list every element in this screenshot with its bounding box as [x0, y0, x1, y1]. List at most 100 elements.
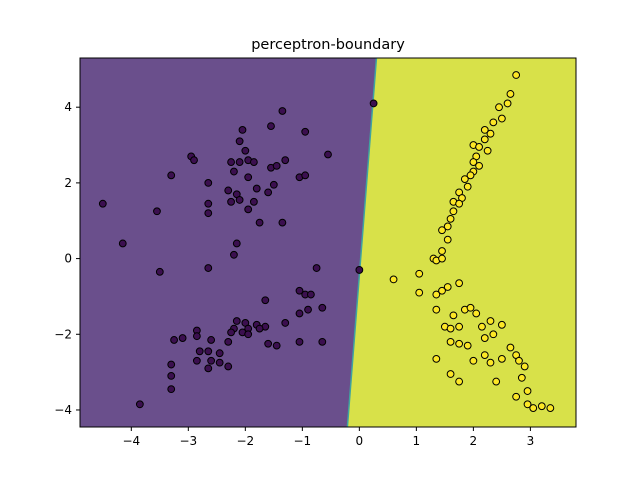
- data-point-class-0: [153, 207, 161, 216]
- data-point-class-0: [235, 196, 244, 204]
- data-point-class-0: [369, 99, 378, 108]
- data-point-class-0: [167, 360, 176, 369]
- data-point-class-1: [523, 400, 532, 409]
- data-point-class-1: [455, 339, 464, 348]
- data-point-class-1: [480, 135, 489, 144]
- data-point-class-1: [483, 146, 492, 155]
- y-tick-label: 2: [64, 176, 72, 190]
- data-point-class-1: [446, 337, 455, 346]
- data-point-class-0: [230, 167, 238, 176]
- data-point-class-0: [324, 150, 332, 159]
- data-point-class-0: [255, 324, 264, 333]
- data-point-class-1: [512, 392, 521, 401]
- data-point-class-1: [546, 404, 555, 412]
- x-tick-label: 2: [470, 434, 478, 448]
- data-point-class-0: [167, 171, 176, 180]
- data-point-class-0: [227, 158, 235, 166]
- data-point-class-1: [449, 311, 458, 320]
- y-tick-label: −4: [54, 403, 72, 417]
- data-point-class-0: [232, 239, 241, 248]
- data-point-class-0: [295, 309, 304, 318]
- data-point-class-0: [272, 161, 281, 170]
- data-point-class-0: [295, 337, 304, 346]
- data-point-class-0: [167, 372, 176, 380]
- data-point-class-1: [495, 103, 503, 112]
- data-point-class-0: [261, 296, 270, 305]
- chart-title: perceptron-boundary: [251, 37, 405, 53]
- data-point-class-0: [230, 250, 238, 259]
- data-point-class-1: [523, 387, 532, 395]
- data-point-class-1: [455, 322, 464, 331]
- data-point-class-1: [389, 275, 398, 284]
- data-point-class-1: [486, 129, 495, 138]
- y-tick-label: −2: [54, 327, 72, 341]
- data-point-class-0: [98, 199, 107, 208]
- y-tick-label: 0: [64, 252, 72, 266]
- data-point-class-1: [515, 356, 523, 365]
- data-point-class-1: [463, 341, 472, 350]
- x-tick-label: −4: [122, 434, 140, 448]
- data-point-class-1: [486, 317, 495, 325]
- data-point-class-0: [224, 337, 233, 346]
- x-tick-label: 3: [527, 434, 535, 448]
- x-tick-label: 1: [413, 434, 421, 448]
- data-point-class-0: [272, 341, 281, 350]
- data-point-class-0: [227, 328, 235, 337]
- data-point-class-0: [178, 334, 187, 342]
- data-point-class-0: [204, 264, 213, 272]
- data-point-class-1: [455, 199, 464, 208]
- data-point-class-1: [503, 99, 512, 108]
- x-tick-label: −2: [236, 434, 254, 448]
- data-point-class-0: [215, 349, 224, 358]
- x-tick-label: −3: [179, 434, 197, 448]
- data-point-class-0: [249, 197, 258, 206]
- plot-frame: [79, 57, 577, 428]
- x-tick-label: 0: [356, 434, 364, 448]
- data-point-class-0: [238, 126, 247, 134]
- data-point-class-0: [304, 305, 312, 314]
- data-point-class-0: [192, 332, 201, 341]
- data-point-class-1: [443, 235, 452, 244]
- data-point-class-1: [506, 90, 515, 98]
- data-point-class-0: [301, 171, 310, 180]
- data-point-class-1: [512, 71, 521, 79]
- data-point-class-1: [472, 309, 481, 318]
- data-point-class-0: [264, 188, 273, 197]
- decision-region-class-1: [347, 58, 576, 427]
- data-point-class-1: [492, 377, 501, 386]
- data-point-class-0: [204, 178, 213, 187]
- data-point-class-0: [312, 264, 321, 272]
- data-point-class-1: [489, 330, 498, 339]
- data-point-class-0: [204, 347, 213, 356]
- data-point-class-0: [207, 336, 216, 344]
- x-axis: −4 −3 −2 −1 0 1 2 3: [122, 427, 534, 448]
- data-point-class-0: [155, 267, 164, 276]
- data-point-class-0: [252, 184, 261, 193]
- data-point-class-1: [455, 377, 464, 386]
- data-point-class-1: [432, 305, 441, 314]
- data-point-class-0: [244, 173, 253, 182]
- plot-area: [80, 58, 576, 427]
- data-point-class-0: [244, 330, 253, 339]
- data-point-class-1: [517, 373, 526, 382]
- data-point-class-0: [135, 400, 144, 409]
- data-point-class-0: [318, 303, 327, 312]
- data-point-class-1: [529, 404, 538, 412]
- data-point-class-1: [432, 290, 441, 299]
- y-axis: −4 −2 0 2 4: [54, 100, 80, 417]
- data-point-class-0: [241, 146, 250, 155]
- x-tick-label: −1: [293, 434, 311, 448]
- data-point-class-0: [207, 356, 216, 365]
- data-point-class-1: [469, 158, 478, 166]
- decision-boundary-line: [346, 58, 378, 427]
- data-point-class-1: [446, 324, 455, 333]
- data-point-class-0: [190, 156, 198, 165]
- data-point-class-0: [204, 209, 213, 218]
- data-point-class-0: [355, 266, 364, 274]
- data-point-class-1: [446, 214, 455, 223]
- data-point-class-0: [269, 180, 278, 189]
- y-tick-label: 4: [64, 100, 72, 114]
- data-point-class-0: [235, 158, 244, 166]
- data-point-class-0: [281, 156, 290, 165]
